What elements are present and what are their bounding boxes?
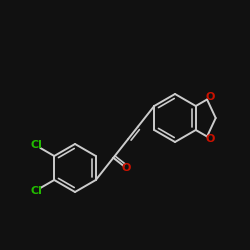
Text: O: O <box>206 92 215 102</box>
Text: O: O <box>121 163 130 173</box>
Text: Cl: Cl <box>30 140 42 150</box>
Text: Cl: Cl <box>30 186 42 196</box>
Text: O: O <box>206 134 215 143</box>
